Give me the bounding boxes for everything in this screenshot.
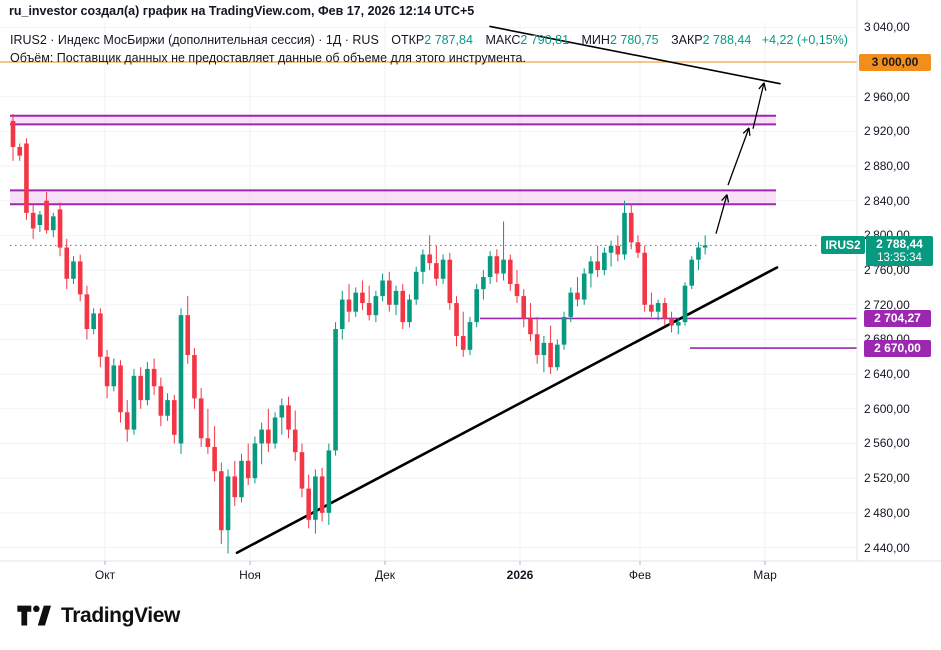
ohlc-high-value: 2 790,81 <box>520 33 570 47</box>
price-tick-label: 3 040,00 <box>864 20 910 35</box>
price-tick-label: 2 920,00 <box>864 124 910 139</box>
price-tick-label: 2 560,00 <box>864 436 910 451</box>
price-level-badge-2670: 2 670,00 <box>864 339 931 357</box>
price-tick-label: 2 760,00 <box>864 263 910 278</box>
time-axis-label: Фев <box>628 568 652 582</box>
ohlc-open-label: ОТКР <box>391 33 425 47</box>
volume-note: Объём: Поставщик данных не предоставляет… <box>10 51 526 65</box>
ohlc-open-value: 2 787,84 <box>424 33 473 47</box>
symbol-title: IRUS2 · Индекс МосБиржи (дополнительная … <box>10 33 379 47</box>
symbol-flag-badge: IRUS2 <box>821 236 865 255</box>
bar-countdown: 13:35:34 <box>877 252 922 265</box>
tradingview-logo[interactable]: TradingView <box>16 603 180 629</box>
price-tick-label: 2 600,00 <box>864 401 910 416</box>
last-price-value: 2 788,44 <box>876 237 923 252</box>
tradingview-logo-icon <box>17 605 52 626</box>
price-tick-label: 2 880,00 <box>864 159 910 174</box>
ohlc-low-label: МИН <box>581 33 610 47</box>
price-level-badge-2704: 2 704,27 <box>864 309 931 327</box>
price-tick-label: 2 480,00 <box>864 505 910 520</box>
time-axis-label: Дек <box>374 568 396 582</box>
ohlc-close-label: ЗАКР <box>671 33 703 47</box>
ohlc-close-value: 2 788,44 <box>702 33 752 47</box>
price-tick-label: 2 520,00 <box>864 471 910 486</box>
ohlc-low-value: 2 780,75 <box>609 33 659 47</box>
price-tick-label: 2 960,00 <box>864 89 910 104</box>
time-axis-label: Мар <box>753 568 777 582</box>
price-tick-label: 2 440,00 <box>864 540 910 555</box>
ohlc-high-label: МАКС <box>485 33 521 47</box>
change-value: +4,22 (+0,15%) <box>761 33 848 47</box>
time-axis-label: Окт <box>94 568 116 582</box>
time-axis-label: 2026 <box>506 568 534 582</box>
price-tick-label: 2 640,00 <box>864 367 910 382</box>
last-price-badge: 2 788,44 13:35:34 <box>866 236 933 267</box>
price-level-badge-3000: 3 000,00 <box>859 53 931 71</box>
attribution: ru_investor создал(а) график на TradingV… <box>9 4 475 18</box>
tradingview-logo-text: TradingView <box>61 604 180 627</box>
symbol-legend: IRUS2 · Индекс МосБиржи (дополнительная … <box>10 33 848 47</box>
time-axis-label: Ноя <box>239 568 261 582</box>
price-tick-label: 2 720,00 <box>864 297 910 312</box>
price-tick-label: 2 840,00 <box>864 193 910 208</box>
